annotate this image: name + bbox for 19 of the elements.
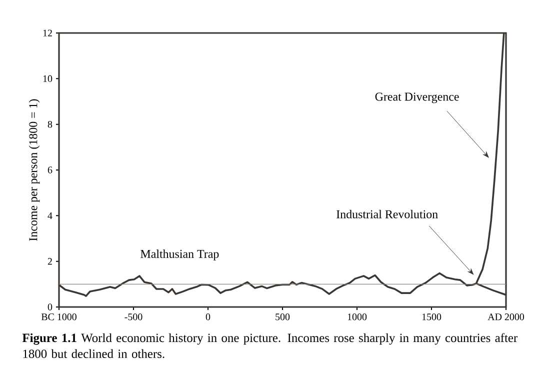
x-tick-label: 500 <box>276 314 290 320</box>
x-tick-label: 1000 <box>348 314 367 320</box>
x-tick-label: 1500 <box>422 314 442 320</box>
x-tick-label: 0 <box>206 314 210 320</box>
y-axis-title: Income per person (1800 = 1) <box>28 99 40 241</box>
y-tick-label: 12 <box>43 30 52 36</box>
y-tick-label: 4 <box>48 212 52 219</box>
x-tick-label: AD 2000 <box>488 314 524 320</box>
y-tick-label: 2 <box>48 258 52 265</box>
x-tick-label: BC 1000 <box>41 314 76 320</box>
y-tick-label: 6 <box>48 166 52 174</box>
y-tick-label: 8 <box>48 120 52 128</box>
x-tick-label: -500 <box>124 314 142 320</box>
y-tick-label: 0 <box>48 304 52 310</box>
annotation: Great Divergence <box>375 92 459 104</box>
text: Figure 1.1 World economic history in one picture. Incomes rose sharply in many countries after 1800 but declined in others. <box>22 333 518 358</box>
annotation: Malthusian Trap <box>140 250 219 260</box>
y-tick-label: 10 <box>43 75 52 82</box>
annotation: Industrial Revolution <box>336 210 438 218</box>
